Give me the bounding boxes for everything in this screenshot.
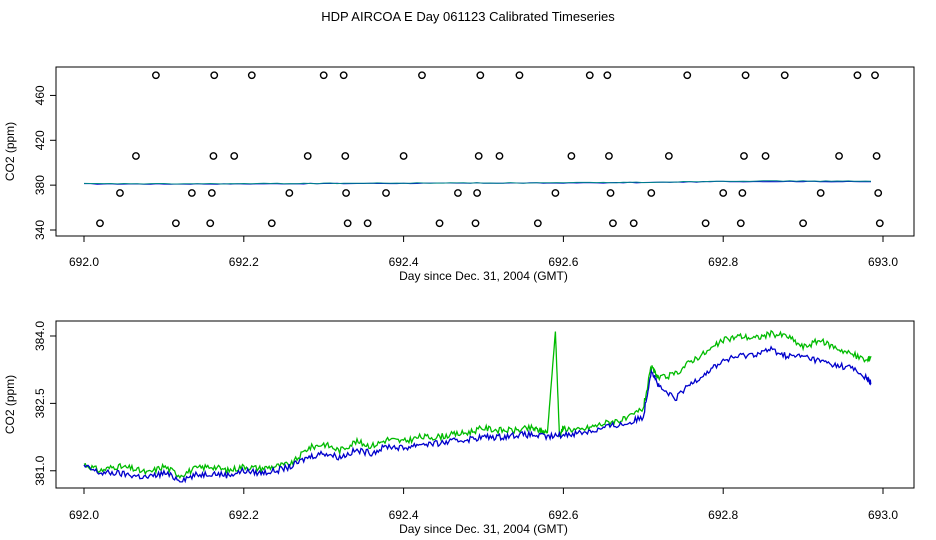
scatter-point [629,219,638,228]
bottom-panel: 692.0 692.2 692.4 692.6 692.8 693.0 381.0 382.5… [3,320,915,536]
scatter-point [343,219,352,228]
scatter-point [740,152,748,160]
co2-series-green [83,329,872,479]
scatter-point [664,152,673,160]
scatter-point [363,219,372,228]
scatter-point [474,152,483,160]
scatter-point [209,152,218,160]
scatter-point [799,219,807,228]
scatter-point [719,189,728,197]
page-title: HDP AIRCOA E Day 061123 Calibrated Times… [321,9,615,24]
x-axis-label: Day since Dec. 31, 2004 (GMT) [399,269,568,283]
scatter-point [533,219,542,228]
scatter-point [853,71,862,80]
plot-frame [55,320,915,489]
scatter-point [471,219,480,228]
scatter-point [736,219,745,228]
scatter-point [476,71,485,80]
scatter-point [206,219,215,228]
scatter-point [187,189,196,197]
x-tick-label: 692.8 [708,508,738,522]
co2-series-blue [83,345,872,484]
scatter-point [96,219,104,228]
scatter-point [382,189,390,197]
scatter-point [116,189,124,197]
scatter-point [319,71,328,80]
scatter-point [835,152,843,160]
x-tick-label: 692.4 [389,255,419,269]
scatter-point [780,71,789,80]
scatter-point [603,71,612,80]
data-layer [83,71,884,228]
scatter-point [342,189,350,197]
y-axis-label: CO2 (ppm) [3,375,17,434]
x-tick-label: 692.8 [708,255,738,269]
x-tick-label: 693.0 [868,508,898,522]
y-tick-label: 381.0 [33,455,47,485]
scatter-point [303,152,312,160]
scatter-point [339,71,348,80]
scatter-point [701,219,710,228]
data-layer [83,329,872,484]
x-tick-label: 693.0 [868,255,898,269]
scatter-point [435,219,444,228]
scatter-point [816,189,825,197]
scatter-point [454,189,462,197]
x-tick-label: 692.2 [229,255,259,269]
x-tick-label: 692.0 [69,255,99,269]
scatter-point [871,71,879,80]
x-axis-label: Day since Dec. 31, 2004 (GMT) [399,522,568,536]
y-tick-label: 380 [33,175,47,195]
x-tick-label: 692.4 [389,508,419,522]
scatter-point [399,152,408,160]
scatter-point [267,219,276,228]
x-tick-label: 692.2 [229,508,259,522]
scatter-point [210,71,219,80]
scatter-point [761,152,770,160]
co2-trace-teal [83,180,872,185]
scatter-point [551,189,560,197]
scatter-point [247,71,256,80]
scatter-point [230,152,239,160]
scatter-point [609,219,617,228]
scatter-point [152,71,160,80]
x-tick-label: 692.0 [69,508,99,522]
y-tick-label: 420 [33,130,47,150]
scatter-point [418,71,426,80]
scatter-point [874,189,883,197]
y-tick-label: 382.5 [33,388,47,418]
y-tick-label: 384.0 [33,321,47,351]
plot-frame [55,66,915,237]
scatter-point [738,189,747,197]
scatter-point [567,152,576,160]
y-axis-label: CO2 (ppm) [3,122,17,181]
scatter-point [875,219,884,228]
scatter-point [341,152,350,160]
scatter-point [285,189,294,197]
scatter-point [132,152,140,160]
y-tick-label: 460 [33,85,47,105]
scatter-point [585,71,594,80]
scatter-point [683,71,692,80]
scatter-point [606,189,615,197]
scatter-point [605,152,613,160]
scatter-point [741,71,750,80]
x-tick-label: 692.6 [548,255,578,269]
top-panel: 692.0 692.2 692.4 692.6 692.8 693.0 340 380 420 4… [3,66,915,283]
scatter-point [473,189,482,197]
scatter-point [171,219,180,228]
y-tick-label: 340 [33,220,47,240]
scatter-point [647,189,656,197]
scatter-point [515,71,524,80]
scatter-point [495,152,504,160]
scatter-point [207,189,216,197]
scatter-point [872,152,881,160]
x-tick-label: 692.6 [548,508,578,522]
